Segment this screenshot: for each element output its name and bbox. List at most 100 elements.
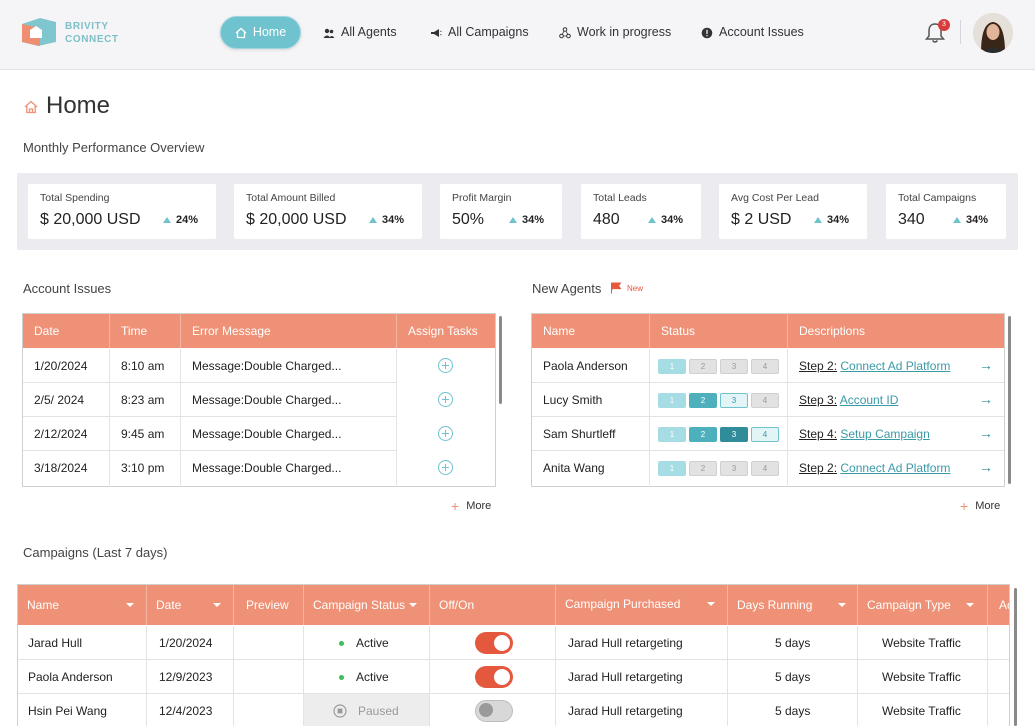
kpi-label: Total Spending <box>40 192 110 204</box>
campaign-toggle[interactable] <box>475 666 513 688</box>
cell-days-running: 5 days <box>728 626 858 660</box>
cell-ad <box>988 660 1009 694</box>
cell-preview[interactable] <box>234 694 304 726</box>
account-issues-scrollbar[interactable] <box>499 316 502 404</box>
column-header-status[interactable]: Status <box>650 314 788 348</box>
brand-line-2: CONNECT <box>65 34 119 45</box>
cell-error-message: Message:Double Charged... <box>181 383 397 417</box>
kpi-label: Total Campaigns <box>898 192 977 204</box>
nav-all-agents[interactable]: All Agents <box>323 16 397 49</box>
new-agents-scrollbar[interactable] <box>1008 316 1011 484</box>
status-text: Active <box>356 670 389 684</box>
status-step: 1 <box>658 461 686 476</box>
assign-task-add-icon[interactable] <box>438 426 453 441</box>
kpi-panel: Total Spending $ 20,000 USD 24% Total Am… <box>17 173 1018 250</box>
assign-task-add-icon[interactable] <box>438 358 453 373</box>
status-step: 4 <box>751 427 779 442</box>
cell-ad <box>988 694 1009 726</box>
nav-account-issues[interactable]: Account Issues <box>701 16 804 49</box>
column-header-campaign-purchased[interactable]: Campaign Purchased <box>556 585 728 625</box>
cell-preview[interactable] <box>234 660 304 694</box>
account-issues-more-button[interactable]: + More <box>451 499 492 513</box>
plus-icon: + <box>960 497 969 514</box>
cell-status-steps: 1 2 3 4 <box>650 349 788 383</box>
column-header-descriptions[interactable]: Descriptions <box>788 314 1004 348</box>
nav-home[interactable]: Home <box>220 16 301 49</box>
cell-description: Step 2: Connect Ad Platform <box>788 451 1004 485</box>
column-header-days-running[interactable]: Days Running <box>728 585 858 625</box>
description-link[interactable]: Setup Campaign <box>840 427 930 441</box>
description-link[interactable]: Account ID <box>839 393 899 407</box>
more-label: More <box>975 500 1001 512</box>
arrow-right-icon[interactable]: → <box>979 391 993 407</box>
column-header-date[interactable]: Date <box>147 585 234 625</box>
kpi-change: 24% <box>176 214 199 226</box>
user-avatar[interactable] <box>973 13 1013 53</box>
step-label: Step 2: <box>799 461 838 475</box>
sort-caret-icon <box>126 603 134 607</box>
status-step: 2 <box>689 359 717 374</box>
campaigns-scrollbar[interactable] <box>1014 588 1017 726</box>
trend-up-icon <box>369 217 377 223</box>
sort-caret-icon <box>213 603 221 607</box>
kpi-card: Total Amount Billed $ 20,000 USD 34% <box>234 184 422 239</box>
column-header-assign-tasks[interactable]: Assign Tasks <box>397 314 495 348</box>
cell-campaign-purchased: Jarad Hull retargeting <box>556 626 728 660</box>
cell-campaign-type: Website Traffic <box>858 626 988 660</box>
step-label: Step 4: <box>799 427 838 441</box>
column-header-date[interactable]: Date <box>23 314 110 348</box>
nav-work-in-progress[interactable]: Work in progress <box>559 16 671 49</box>
description-link[interactable]: Connect Ad Platform <box>840 359 951 373</box>
status-step: 2 <box>689 427 717 442</box>
campaign-toggle[interactable] <box>475 632 513 654</box>
column-header-off-on[interactable]: Off/On <box>430 585 556 625</box>
arrow-right-icon[interactable]: → <box>979 425 993 441</box>
cell-agent-name: Lucy Smith <box>532 383 650 417</box>
alert-circle-icon <box>701 27 713 38</box>
campaign-toggle[interactable] <box>475 700 513 722</box>
column-header-campaign-type[interactable]: Campaign Type <box>858 585 988 625</box>
cell-date: 1/20/2024 <box>147 626 234 660</box>
column-header-label: Campaign Type <box>867 598 951 612</box>
active-status-dot <box>339 641 344 646</box>
assign-task-add-icon[interactable] <box>438 392 453 407</box>
new-agents-title: New Agents <box>532 281 602 296</box>
trend-up-icon <box>953 217 961 223</box>
brand-name: BRIVITY CONNECT <box>65 20 119 46</box>
sort-caret-icon <box>409 603 417 607</box>
megaphone-icon <box>431 28 442 37</box>
column-header-error-message[interactable]: Error Message <box>181 314 397 348</box>
kpi-value: $ 20,000 USD <box>40 211 141 228</box>
column-header-preview[interactable]: Preview <box>234 585 304 625</box>
column-header-ad[interactable]: Ad <box>988 585 1009 625</box>
cell-days-running: 5 days <box>728 694 858 726</box>
column-header-time[interactable]: Time <box>110 314 181 348</box>
nav-all-campaigns[interactable]: All Campaigns <box>430 16 529 49</box>
cell-agent-name: Anita Wang <box>532 451 650 485</box>
new-agents-more-button[interactable]: + More <box>960 497 1001 514</box>
kpi-change: 34% <box>661 214 684 226</box>
column-header-campaign-status[interactable]: Campaign Status <box>304 585 430 625</box>
description-link[interactable]: Connect Ad Platform <box>840 461 951 475</box>
nav-home-label: Home <box>252 25 287 39</box>
cell-preview[interactable] <box>234 626 304 660</box>
cell-campaign-type: Website Traffic <box>858 694 988 726</box>
kpi-value: $ 20,000 USD <box>246 211 347 228</box>
overview-title: Monthly Performance Overview <box>23 140 205 155</box>
step-label: Step 3: <box>799 393 838 407</box>
trend-up-icon <box>648 217 656 223</box>
column-header-name[interactable]: Name <box>18 585 147 625</box>
assign-task-add-icon[interactable] <box>438 460 453 475</box>
brivity-logo-icon <box>22 18 56 46</box>
kpi-label: Avg Cost Per Lead <box>731 192 819 204</box>
kpi-change: 34% <box>966 214 989 226</box>
arrow-right-icon[interactable]: → <box>979 357 993 373</box>
kpi-card: Total Spending $ 20,000 USD 24% <box>28 184 216 239</box>
kpi-label: Profit Margin <box>452 192 512 204</box>
status-text: Paused <box>358 704 399 718</box>
column-header-name[interactable]: Name <box>532 314 650 348</box>
sort-caret-icon <box>838 603 846 607</box>
arrow-right-icon[interactable]: → <box>979 459 993 475</box>
more-label: More <box>466 500 492 512</box>
avatar-portrait-icon <box>973 13 1013 53</box>
